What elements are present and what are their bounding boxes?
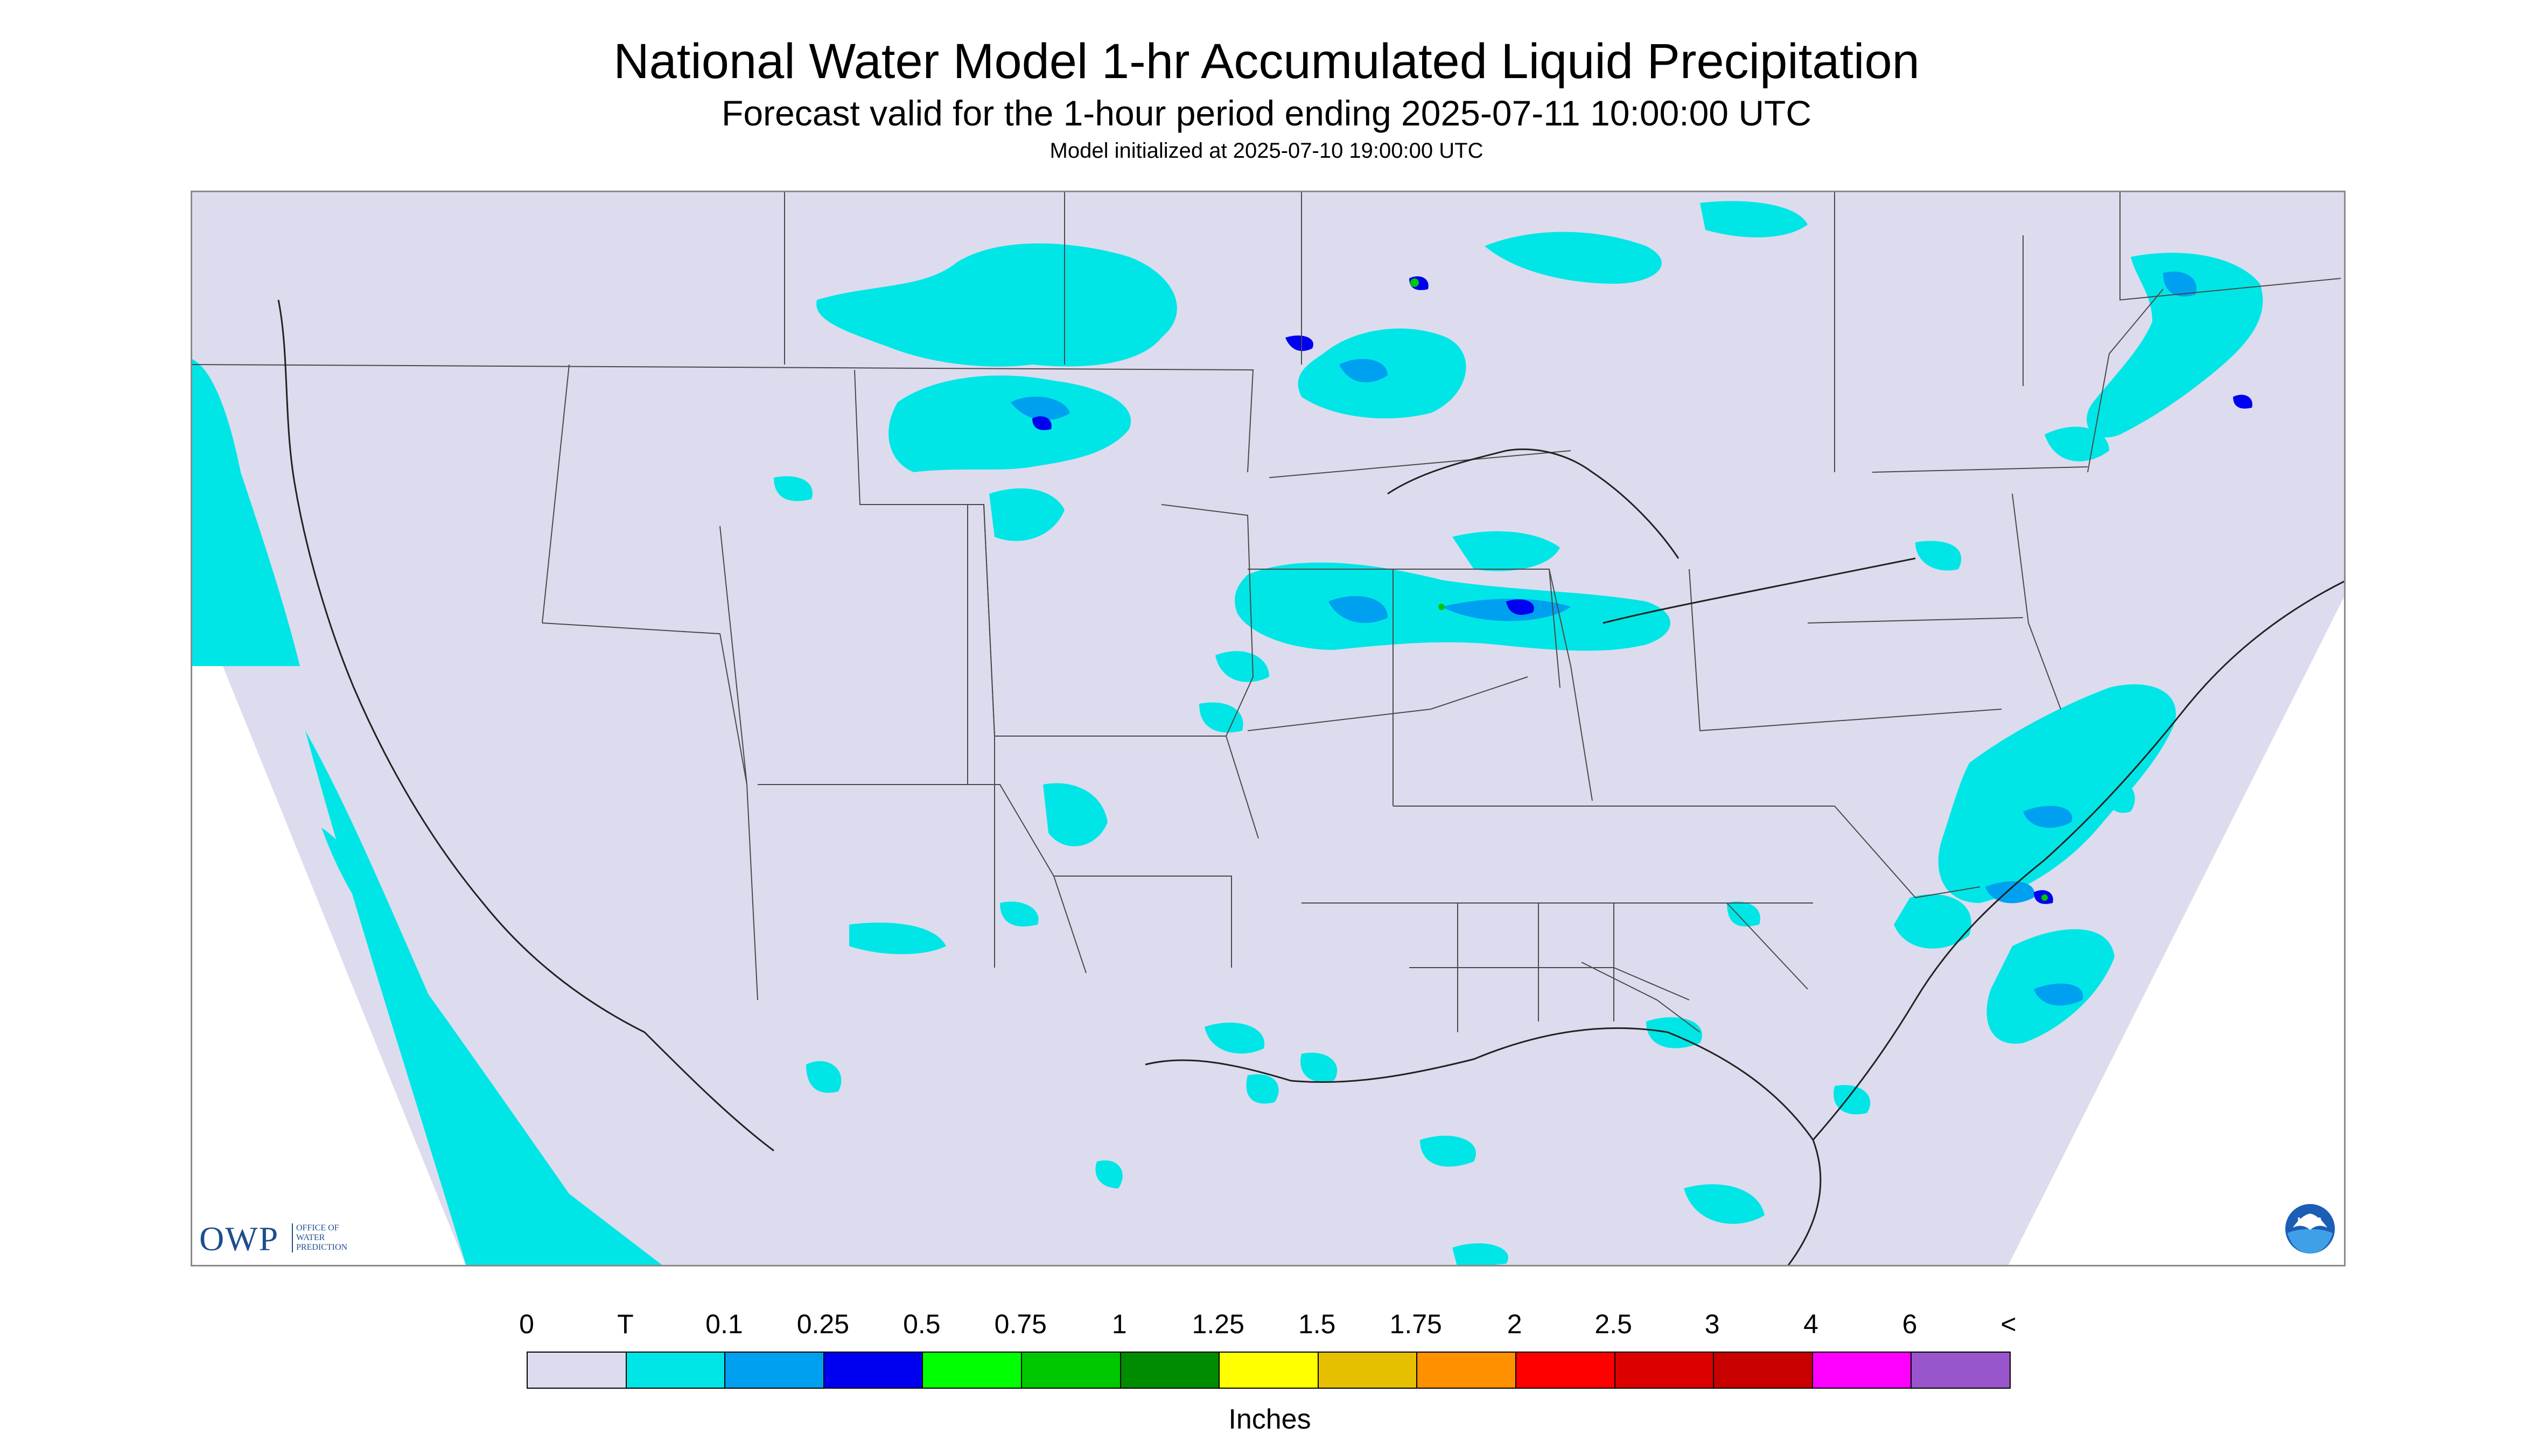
legend-tick-label: 0.25 bbox=[796, 1309, 850, 1339]
legend-tick-label: 0.75 bbox=[994, 1309, 1047, 1339]
legend-tick-label: 1.25 bbox=[1192, 1309, 1244, 1339]
legend-tick-label: < bbox=[2000, 1309, 2017, 1339]
noaa-logo-text: NOAA bbox=[2297, 1216, 2323, 1226]
legend-tick-label: 4 bbox=[1803, 1309, 1818, 1339]
precip-heavy-areas bbox=[1410, 278, 2048, 901]
legend-swatch bbox=[1220, 1353, 1319, 1388]
legend-tick-label: 0 bbox=[519, 1309, 534, 1339]
legend-tick-label: 0.1 bbox=[705, 1309, 743, 1339]
legend-tick-label: 3 bbox=[1704, 1309, 1720, 1339]
owp-logo-sub: OFFICE OF WATER PREDICTION bbox=[292, 1223, 361, 1252]
precipitation-map bbox=[191, 191, 2346, 1266]
legend-tick-label: 1 bbox=[1111, 1309, 1127, 1339]
map-subtitle: Forecast valid for the 1-hour period end… bbox=[722, 93, 1811, 133]
legend-tick-label: 1.5 bbox=[1298, 1309, 1336, 1339]
legend-swatch bbox=[725, 1353, 824, 1388]
coastline bbox=[277, 299, 2344, 1265]
color-legend: 0 T 0.1 0.25 0.5 0.75 1 1.25 1.5 1.75 2 2.5 3 4 6 < Inc… bbox=[519, 1308, 2017, 1435]
legend-swatch bbox=[1417, 1353, 1516, 1388]
legend-tick-label: T bbox=[617, 1309, 634, 1339]
noaa-logo-icon: NOAA bbox=[2285, 1204, 2335, 1254]
legend-tick-label: 2.5 bbox=[1594, 1309, 1632, 1339]
legend-swatch bbox=[626, 1353, 726, 1388]
legend-swatch bbox=[824, 1353, 923, 1388]
legend-swatch bbox=[1912, 1353, 2010, 1388]
boundary-lines bbox=[192, 192, 2341, 1033]
legend-swatch bbox=[1021, 1353, 1121, 1388]
legend-swatch bbox=[923, 1353, 1022, 1388]
map-title: National Water Model 1-hr Accumulated Li… bbox=[613, 34, 1920, 89]
owp-logo-main: OWP bbox=[199, 1220, 279, 1258]
legend-swatch bbox=[1615, 1353, 1715, 1388]
legend-tick-label: 1.75 bbox=[1389, 1309, 1442, 1339]
legend-tick-label: 0.5 bbox=[903, 1309, 941, 1339]
legend-swatch bbox=[1121, 1353, 1220, 1388]
legend-units: Inches bbox=[1228, 1404, 1311, 1435]
model-init-line: Model initialized at 2025-07-10 19:00:00… bbox=[1049, 139, 1484, 163]
legend-tick-label: 2 bbox=[1507, 1309, 1522, 1339]
legend-swatch bbox=[528, 1353, 627, 1388]
legend-tick-label: 6 bbox=[1902, 1309, 1918, 1339]
legend-swatch bbox=[1318, 1353, 1418, 1388]
legend-swatch bbox=[1813, 1353, 1912, 1388]
legend-swatch bbox=[1516, 1353, 1615, 1388]
legend-swatch bbox=[1714, 1353, 1813, 1388]
owp-logo: OWP OFFICE OF WATER PREDICTION bbox=[199, 1219, 377, 1262]
legend-swatches bbox=[527, 1352, 2011, 1389]
precip-light-areas bbox=[1011, 271, 2196, 1006]
